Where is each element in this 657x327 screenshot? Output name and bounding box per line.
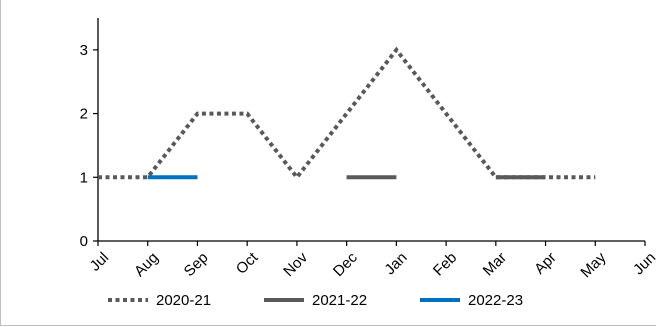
x-tick-label-jan: Jan [381, 249, 410, 278]
axes: 0 1 2 3 Jul Aug Sep Oct Nov Dec Jan Feb Mar Apr May Jun [80, 18, 657, 281]
x-tick-label-oct: Oct [233, 249, 262, 278]
x-tick-label-apr: Apr [531, 249, 560, 278]
x-tick-label-jun: Jun [630, 249, 657, 278]
x-tick-label-jul: Jul [87, 249, 113, 275]
legend-label-2021-22: 2021-22 [312, 292, 367, 309]
y-tick-label: 2 [80, 106, 88, 123]
x-tick-label-dec: Dec [330, 249, 361, 280]
x-tick-label-feb: Feb [430, 249, 460, 279]
y-tick-label: 3 [80, 42, 88, 59]
legend-label-2020-21: 2020-21 [156, 292, 211, 309]
x-tick-label-nov: Nov [280, 249, 311, 280]
x-tick-label-may: May [577, 249, 609, 281]
x-tick-label-aug: Aug [131, 249, 162, 280]
y-tick-label: 1 [80, 169, 88, 186]
series-layer [98, 46, 596, 181]
x-tick-label-sep: Sep [181, 249, 212, 280]
legend-label-2022-23: 2022-23 [468, 292, 523, 309]
legend: 2020-21 2021-22 2022-23 [108, 292, 523, 309]
series-line-2020-21 [98, 46, 596, 181]
y-tick-label: 0 [80, 233, 88, 250]
x-tick-label-mar: Mar [480, 249, 510, 279]
